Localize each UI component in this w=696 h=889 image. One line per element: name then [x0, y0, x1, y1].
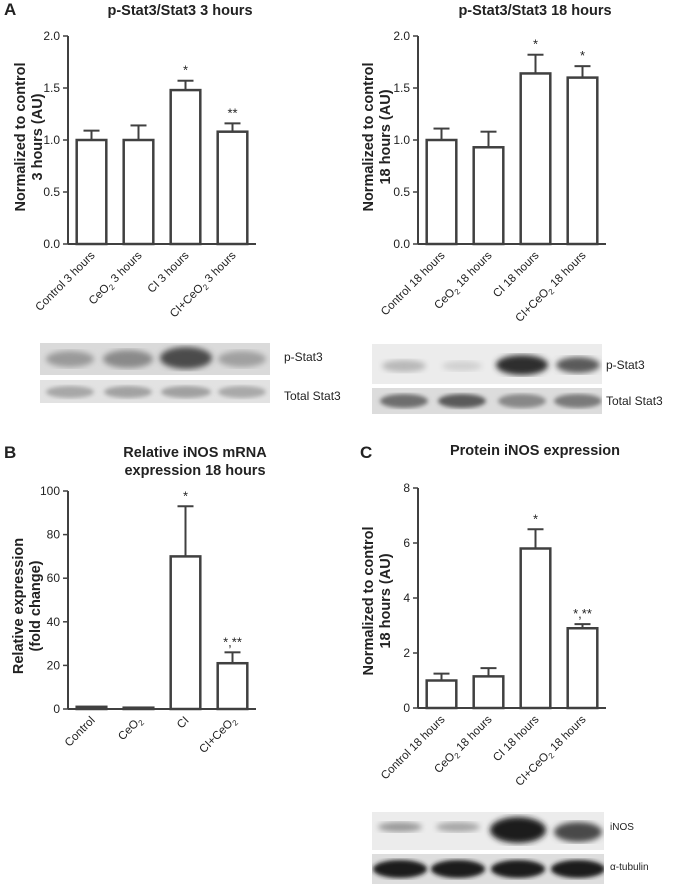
- significance-label: **: [227, 105, 237, 120]
- y-tick-label: 1.0: [393, 133, 410, 147]
- bar: [216, 661, 249, 711]
- blot-label: p-Stat3: [284, 350, 323, 364]
- bar: [122, 138, 155, 246]
- blot-band: [551, 860, 605, 878]
- blot-band: [382, 360, 426, 372]
- blot-band: [490, 817, 546, 843]
- y-tick-label: 60: [47, 571, 61, 585]
- blot-band: [46, 351, 94, 367]
- blot-band: [103, 350, 153, 368]
- significance-label: *: [580, 48, 585, 63]
- blot-band: [46, 386, 94, 398]
- western-blot-inos: [372, 812, 605, 884]
- blot-band: [498, 394, 546, 408]
- y-tick-label: 0: [403, 701, 410, 715]
- chart-title: p-Stat3/Stat3 3 hours: [107, 3, 253, 19]
- x-tick-label: CI 18 hours: [491, 713, 542, 764]
- blot-band: [556, 357, 600, 373]
- significance-label: *: [533, 37, 538, 52]
- blot-band: [218, 351, 266, 367]
- blot-label: p-Stat3: [606, 358, 645, 372]
- panel-letter-b: B: [4, 443, 17, 462]
- blot-band: [431, 860, 485, 878]
- blot-image: [40, 343, 270, 403]
- chart-title: Protein iNOS expression: [449, 443, 621, 459]
- significance-label: *: [183, 488, 188, 503]
- blot-band: [496, 355, 548, 375]
- chart-title: p-Stat3/Stat3 18 hours: [458, 3, 612, 19]
- significance-label: *: [533, 511, 538, 526]
- blot-band: [380, 394, 428, 408]
- chart-title: Relative iNOS mRNA expression 18 hours: [70, 444, 320, 480]
- y-tick-label: 2.0: [393, 29, 410, 43]
- blot-band: [104, 386, 152, 398]
- bar: [169, 88, 202, 246]
- bar: [519, 547, 552, 710]
- blot-band: [436, 822, 480, 832]
- bar: [472, 675, 505, 710]
- y-tick-label: 0.0: [43, 237, 60, 251]
- y-tick-label: 1.5: [43, 81, 60, 95]
- panel-letter-a: A: [4, 0, 17, 19]
- bar: [566, 627, 599, 710]
- blot-band: [442, 361, 482, 371]
- blot-label: Total Stat3: [284, 389, 341, 403]
- panel-letter-c: C: [360, 443, 373, 462]
- y-tick-label: 40: [47, 615, 61, 629]
- y-tick-label: 6: [403, 536, 410, 550]
- blot-band: [218, 386, 266, 398]
- y-tick-label: 20: [47, 658, 61, 672]
- blot-band: [160, 347, 212, 369]
- western-blot-stat3-18h: [372, 344, 602, 416]
- y-tick-label: 0.5: [43, 185, 60, 199]
- blot-label: α-tubulin: [610, 862, 649, 873]
- chart-title-line: Relative iNOS mRNA: [123, 445, 267, 461]
- blot-band: [438, 394, 486, 408]
- blot-band: [491, 860, 545, 878]
- chart-title-line: expression 18 hours: [124, 463, 266, 479]
- y-tick-label: 100: [40, 484, 60, 498]
- blot-image: [372, 344, 602, 414]
- y-tick-label: 0: [53, 702, 60, 716]
- significance-label: *,**: [573, 606, 592, 621]
- y-tick-label: 2.0: [43, 29, 60, 43]
- y-tick-label: 0.0: [393, 237, 410, 251]
- y-tick-label: 2: [403, 646, 410, 660]
- blot-band: [373, 860, 427, 878]
- western-blot-stat3-3h: [40, 343, 270, 408]
- y-tick-label: 4: [403, 591, 410, 605]
- y-tick-label: 8: [403, 481, 410, 495]
- blot-label: iNOS: [610, 822, 634, 833]
- bar: [122, 706, 155, 711]
- blot-image: [372, 812, 605, 884]
- significance-label: *,**: [223, 634, 242, 649]
- blot-band: [554, 394, 602, 408]
- bar: [425, 679, 458, 710]
- y-tick-label: 1.5: [393, 81, 410, 95]
- bar: [472, 146, 505, 246]
- y-tick-label: 1.0: [43, 133, 60, 147]
- blot-band: [161, 386, 211, 398]
- blot-label: Total Stat3: [606, 394, 663, 408]
- blot-band: [378, 822, 422, 832]
- y-tick-label: 80: [47, 528, 61, 542]
- blot-band: [554, 822, 602, 842]
- bar: [169, 555, 202, 711]
- significance-label: *: [183, 63, 188, 78]
- bar: [75, 705, 108, 711]
- y-tick-label: 0.5: [393, 185, 410, 199]
- bar: [75, 138, 108, 246]
